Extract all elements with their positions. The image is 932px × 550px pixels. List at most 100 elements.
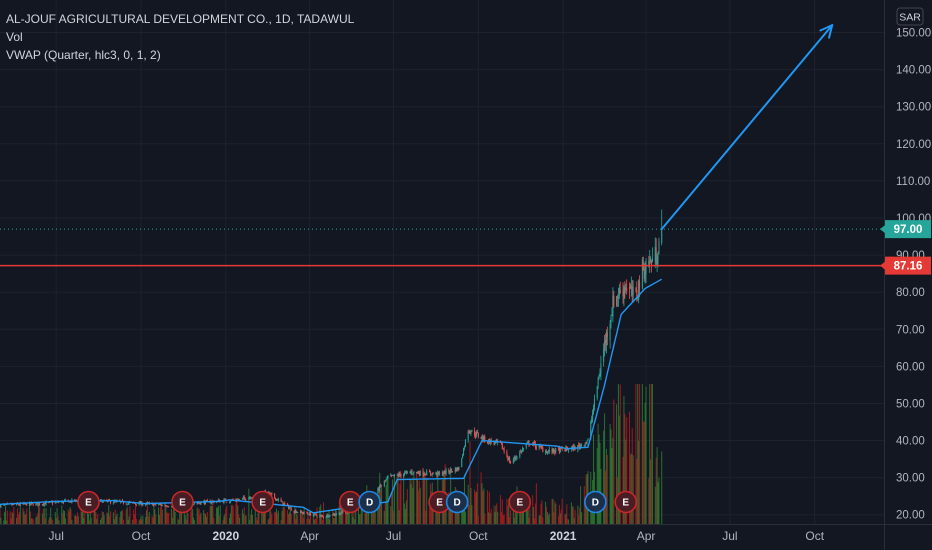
candle-body — [392, 474, 394, 476]
dividend-marker[interactable]: D — [445, 490, 469, 514]
candle-body — [325, 516, 327, 518]
volume-bar — [309, 519, 311, 524]
candle — [391, 474, 393, 478]
chart-legend: AL-JOUF AGRICULTURAL DEVELOPMENT CO., 1D… — [6, 10, 354, 64]
candle — [276, 498, 278, 501]
last-price-tag: 97.00 — [880, 220, 931, 239]
candle-body — [322, 516, 324, 517]
volume-bar — [416, 471, 418, 524]
volume-bar — [583, 486, 585, 524]
volume-bar — [171, 517, 173, 524]
volume-bar — [661, 451, 663, 524]
volume-bar — [325, 517, 327, 524]
marker-circle — [614, 490, 638, 514]
volume-bar — [604, 413, 606, 524]
volume-bar — [603, 430, 605, 524]
candle-body — [540, 445, 542, 448]
volume-bar — [541, 500, 543, 524]
volume-bar — [70, 509, 72, 524]
projection-arrow-shaft — [660, 24, 834, 231]
candle — [449, 470, 451, 475]
candle — [338, 511, 340, 516]
candle-body — [28, 502, 30, 506]
candle-body — [379, 485, 381, 491]
volume-bar — [148, 511, 150, 524]
candle-body — [397, 474, 399, 476]
candle — [41, 503, 43, 506]
candle — [445, 467, 447, 476]
candle — [431, 472, 433, 477]
candle-body — [429, 471, 431, 475]
candle-body — [624, 287, 626, 290]
volume-bar — [411, 478, 413, 524]
volume-bar — [263, 511, 265, 524]
candle — [638, 279, 640, 304]
candle-body — [641, 259, 643, 289]
volume-bar — [658, 477, 660, 524]
candle-body — [334, 514, 336, 516]
volume-bar — [577, 505, 579, 524]
earnings-marker[interactable]: E — [338, 490, 362, 514]
candle-body — [502, 449, 504, 450]
earnings-marker[interactable]: E — [251, 490, 274, 514]
candle-body — [26, 503, 28, 506]
candle-body — [483, 435, 485, 441]
volume-bar — [134, 514, 136, 524]
volume-bar — [177, 518, 179, 524]
candle-body — [467, 431, 469, 441]
dividend-marker[interactable]: D — [358, 490, 381, 514]
candle — [309, 511, 311, 517]
dividend-marker[interactable]: D — [584, 490, 607, 514]
earnings-marker[interactable]: E — [614, 490, 638, 514]
candle-body — [275, 497, 277, 500]
price-tag-box — [885, 220, 931, 239]
volume-bar — [57, 516, 59, 524]
candle — [519, 450, 521, 459]
legend-volume[interactable]: Vol — [6, 30, 23, 44]
candle-body — [160, 504, 162, 506]
legend-vwap[interactable]: VWAP (Quarter, hlc3, 0, 1, 2) — [6, 48, 161, 62]
earnings-marker[interactable]: E — [77, 490, 100, 514]
candle — [597, 376, 599, 390]
candle-body — [522, 448, 524, 450]
candle — [600, 355, 602, 381]
volume-bar — [547, 515, 549, 524]
candle — [378, 486, 380, 491]
candle-body — [500, 442, 502, 444]
candle — [644, 261, 646, 284]
candle-body — [289, 507, 291, 509]
volume-bar — [422, 473, 424, 524]
candle-body — [464, 439, 466, 447]
volume-bar — [151, 515, 153, 524]
volume-bar — [80, 508, 82, 524]
volume-bar — [329, 519, 331, 524]
candle-body — [501, 443, 503, 450]
legend-symbol[interactable]: AL-JOUF AGRICULTURAL DEVELOPMENT CO., 1D… — [6, 12, 355, 26]
volume-bar — [243, 507, 245, 524]
candle-body — [651, 260, 653, 266]
candle-body — [158, 504, 160, 506]
earnings-marker[interactable]: E — [171, 490, 194, 514]
candle-body — [300, 511, 302, 513]
volume-bar — [404, 503, 406, 524]
candle — [313, 513, 315, 517]
candle — [502, 448, 504, 450]
volume-bar — [624, 413, 626, 524]
volume-bar — [236, 499, 238, 524]
candle — [386, 476, 388, 480]
candle-body — [597, 379, 599, 386]
volume-bar — [122, 519, 124, 524]
projection-arrow — [660, 24, 834, 231]
volume-bar — [397, 472, 399, 524]
candle — [241, 497, 243, 500]
candle — [461, 457, 463, 468]
volume-bar — [314, 518, 316, 524]
currency-badge[interactable]: SAR — [896, 7, 924, 26]
earnings-marker[interactable]: E — [508, 490, 532, 514]
candle-body — [554, 451, 556, 453]
price-tick-label: 80.00 — [896, 287, 925, 299]
volume-bar — [193, 519, 195, 524]
price-tick-label: 130.00 — [896, 102, 931, 114]
